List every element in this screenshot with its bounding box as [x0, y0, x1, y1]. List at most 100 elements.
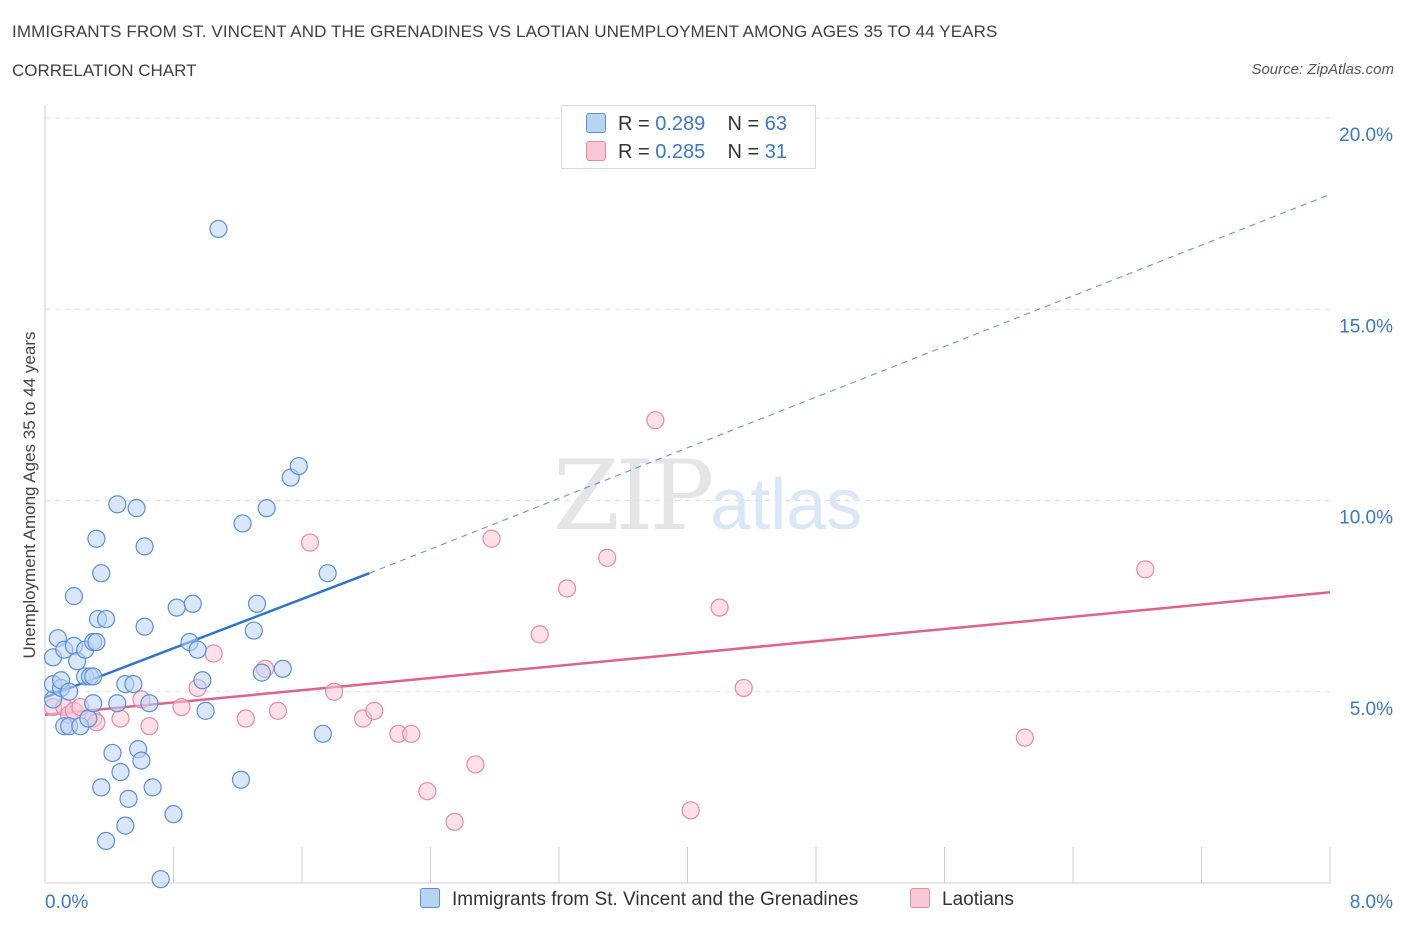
legend-label: Immigrants from St. Vincent and the Gren…	[452, 889, 859, 910]
data-point-immigrants	[96, 831, 116, 851]
data-point-immigrants	[244, 621, 263, 640]
data-point-immigrants	[231, 770, 251, 789]
data-point-immigrants	[252, 663, 271, 682]
data-point-laotians	[172, 697, 191, 717]
n-value: 63	[764, 113, 788, 135]
data-point-laotians	[681, 801, 700, 820]
data-point-laotians	[236, 709, 255, 728]
data-point-immigrants	[103, 743, 122, 763]
data-point-immigrants	[164, 805, 183, 824]
x-tick-label: 0.0%	[45, 892, 88, 913]
stats-legend: R = 0.289 N = 63 R = 0.285 N = 31	[561, 105, 816, 169]
source-label: Source: ZipAtlas.com	[1251, 61, 1394, 78]
data-point-laotians	[646, 411, 665, 430]
data-point-immigrants	[143, 778, 162, 797]
data-point-immigrants	[273, 659, 292, 678]
r-value: 0.289	[655, 113, 706, 135]
data-point-laotians	[300, 533, 320, 552]
legend-item-laotians[interactable]: Laotians	[910, 888, 1014, 911]
data-point-immigrants	[318, 564, 337, 583]
stats-row-blue: R = 0.289 N = 63	[586, 113, 787, 137]
data-point-immigrants	[108, 694, 127, 713]
data-point-immigrants	[84, 694, 103, 713]
data-point-laotians	[598, 548, 617, 567]
data-point-immigrants	[127, 499, 146, 518]
data-point-laotians	[557, 579, 577, 598]
data-point-immigrants	[233, 514, 252, 533]
r-label: R =	[618, 141, 656, 163]
data-point-laotians	[734, 678, 753, 698]
data-point-immigrants	[87, 529, 106, 548]
data-point-immigrants	[116, 816, 135, 835]
legend-swatch-pink	[910, 888, 930, 908]
data-point-laotians	[140, 717, 159, 736]
data-point-immigrants	[135, 617, 154, 636]
data-point-immigrants	[64, 587, 84, 606]
watermark-zip: ZIP	[553, 440, 714, 552]
data-point-laotians	[530, 625, 549, 644]
chart-title: IMMIGRANTS FROM ST. VINCENT AND THE GREN…	[12, 22, 998, 41]
x-tick-label: 8.0%	[1350, 892, 1393, 913]
y-tick-label: 10.0%	[1339, 508, 1393, 529]
data-point-laotians	[1136, 560, 1155, 579]
legend-swatch-pink	[586, 141, 606, 161]
data-point-immigrants	[247, 594, 267, 613]
data-point-immigrants	[92, 564, 111, 583]
data-point-immigrants	[188, 640, 207, 659]
data-point-immigrants	[135, 537, 154, 556]
data-point-immigrants	[132, 751, 151, 770]
data-point-laotians	[402, 724, 421, 743]
data-point-immigrants	[111, 762, 130, 782]
watermark: ZIPatlas	[553, 440, 862, 552]
legend-item-immigrants[interactable]: Immigrants from St. Vincent and the Gren…	[420, 888, 858, 911]
data-point-immigrants	[167, 598, 186, 617]
data-point-laotians	[325, 682, 344, 701]
trend-line-blue-projection	[369, 193, 1331, 574]
data-point-immigrants	[59, 682, 79, 701]
legend-swatch-blue	[420, 888, 440, 908]
y-tick-label: 15.0%	[1339, 316, 1393, 337]
data-point-immigrants	[119, 789, 138, 808]
data-point-immigrants	[193, 671, 212, 690]
data-point-immigrants	[151, 870, 170, 889]
y-axis-label: Unemployment Among Ages 35 to 44 years	[20, 332, 39, 659]
r-label: R =	[618, 113, 656, 135]
data-point-immigrants	[124, 674, 143, 694]
data-point-laotians	[482, 529, 501, 548]
data-point-immigrants	[79, 709, 98, 728]
grid-lines	[45, 117, 1330, 693]
legend-label: Laotians	[942, 889, 1014, 910]
data-point-laotians	[111, 709, 130, 728]
trend-line-pink	[44, 591, 1331, 716]
legend-swatch-blue	[586, 113, 606, 133]
tick-labels: 5.0% 10.0% 15.0% 20.0% 0.0% 8.0%	[45, 125, 1393, 913]
data-point-immigrants	[84, 667, 103, 686]
data-point-immigrants	[257, 499, 276, 518]
chart-subtitle: CORRELATION CHART	[12, 61, 197, 80]
data-points	[43, 219, 1155, 889]
data-point-laotians	[268, 701, 288, 720]
stats-row-pink: R = 0.285 N = 31	[586, 141, 787, 165]
data-point-laotians	[1015, 728, 1034, 747]
data-point-immigrants	[313, 724, 332, 743]
data-point-immigrants	[96, 609, 116, 629]
data-point-laotians	[445, 812, 464, 831]
data-point-immigrants	[108, 495, 127, 514]
axes	[44, 105, 1331, 884]
n-label: N =	[727, 141, 765, 163]
data-point-laotians	[204, 644, 223, 663]
data-point-laotians	[710, 598, 729, 617]
data-point-immigrants	[289, 456, 308, 476]
data-point-laotians	[418, 782, 437, 801]
data-point-immigrants	[183, 594, 202, 613]
watermark-atlas: atlas	[710, 465, 863, 545]
data-point-immigrants	[196, 701, 215, 720]
data-point-immigrants	[140, 694, 159, 713]
n-value: 31	[764, 141, 788, 163]
trend-lines	[44, 193, 1331, 716]
r-value: 0.285	[655, 141, 706, 163]
y-tick-label: 20.0%	[1339, 125, 1393, 146]
data-point-laotians	[365, 701, 384, 720]
y-tick-label: 5.0%	[1350, 699, 1393, 720]
